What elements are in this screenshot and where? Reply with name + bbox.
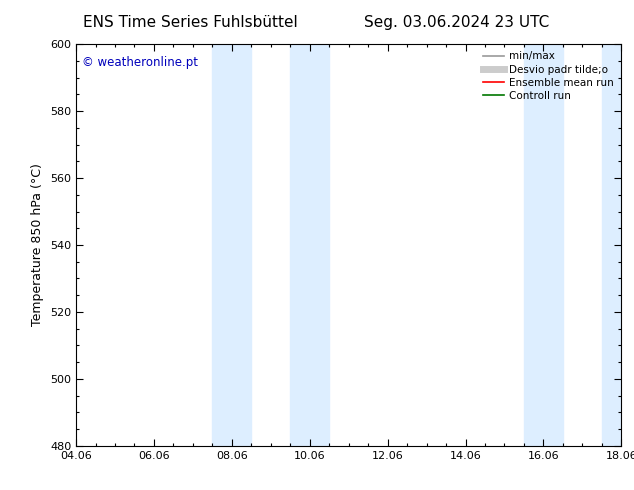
Bar xyxy=(524,44,563,446)
Bar xyxy=(212,44,251,446)
Text: Seg. 03.06.2024 23 UTC: Seg. 03.06.2024 23 UTC xyxy=(364,15,549,30)
Legend: min/max, Desvio padr tilde;o, Ensemble mean run, Controll run: min/max, Desvio padr tilde;o, Ensemble m… xyxy=(481,49,616,103)
Text: © weatheronline.pt: © weatheronline.pt xyxy=(82,56,198,69)
Y-axis label: Temperature 850 hPa (°C): Temperature 850 hPa (°C) xyxy=(32,164,44,326)
Text: ENS Time Series Fuhlsbüttel: ENS Time Series Fuhlsbüttel xyxy=(83,15,297,30)
Bar xyxy=(290,44,329,446)
Bar xyxy=(602,44,621,446)
